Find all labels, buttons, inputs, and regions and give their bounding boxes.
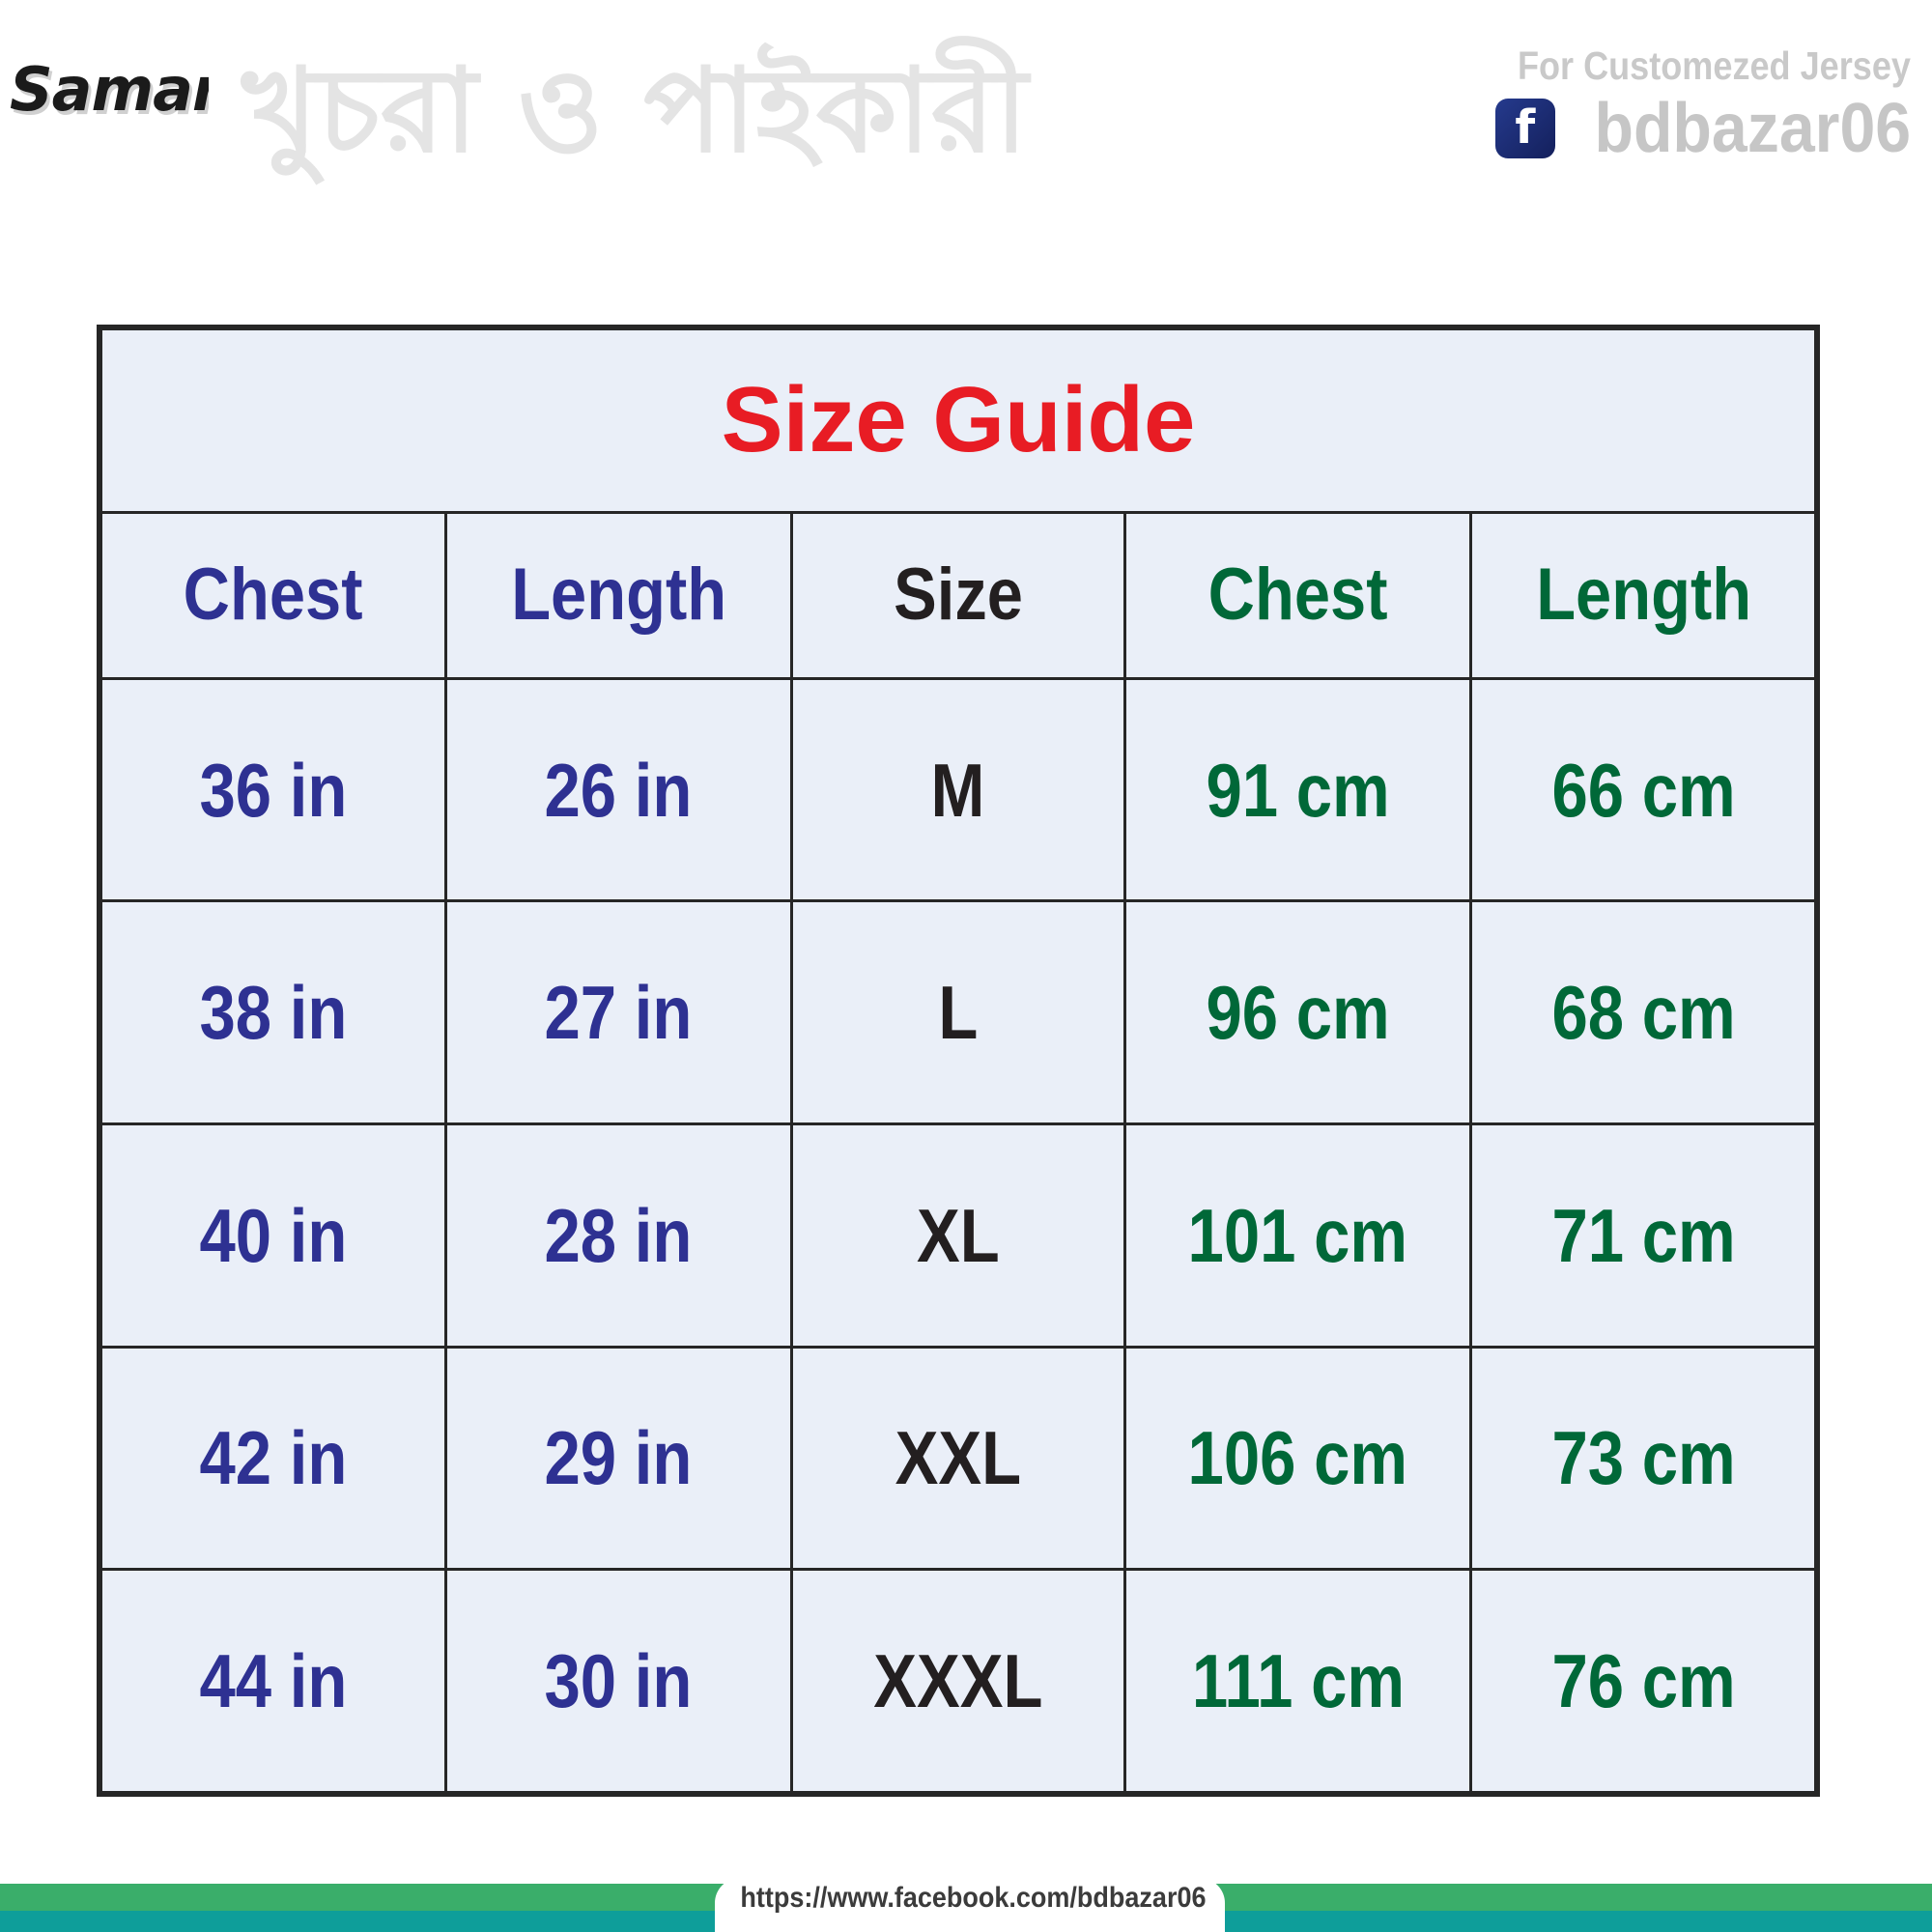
cell-value: 96 cm xyxy=(1206,970,1390,1056)
cell-value: 28 in xyxy=(544,1192,693,1278)
cell-value: 30 in xyxy=(544,1638,693,1724)
cell-length-cm: 68 cm xyxy=(1469,899,1819,1126)
cell-size: XL xyxy=(789,1122,1127,1349)
cell-value: XL xyxy=(917,1192,1000,1278)
cell-chest-cm: 91 cm xyxy=(1123,676,1473,903)
page-title: Size Guide xyxy=(721,368,1196,472)
cell-length-cm: 76 cm xyxy=(1469,1568,1819,1796)
facebook-handle[interactable]: bdbazar06 xyxy=(1594,90,1911,167)
cell-length-in: 30 in xyxy=(443,1568,793,1796)
cell-chest-in: 42 in xyxy=(98,1345,447,1572)
cell-length-in: 27 in xyxy=(443,899,793,1126)
cell-size: XXXL xyxy=(789,1568,1127,1796)
table-row: 42 in 29 in XXL 106 cm 73 cm xyxy=(98,1345,1819,1572)
cell-value: 71 cm xyxy=(1551,1192,1736,1278)
page-footer: https://www.facebook.com/bdbazar06 xyxy=(0,1870,1932,1932)
cell-chest-in: 36 in xyxy=(98,676,447,903)
cell-value: XXL xyxy=(895,1415,1022,1501)
cell-value: 27 in xyxy=(544,970,693,1056)
column-header-length-cm: Length xyxy=(1469,510,1819,680)
brand-logo: Samaro xyxy=(0,0,209,209)
page-header: Samaro খুচরা ও পাইকারী For Customezed Je… xyxy=(0,0,1932,242)
cell-chest-in: 38 in xyxy=(98,899,447,1126)
cell-length-in: 29 in xyxy=(443,1345,793,1572)
cell-length-cm: 73 cm xyxy=(1469,1345,1819,1572)
cell-length-cm: 71 cm xyxy=(1469,1122,1819,1349)
cell-length-cm: 66 cm xyxy=(1469,676,1819,903)
cell-value: 38 in xyxy=(199,970,348,1056)
cell-length-in: 28 in xyxy=(443,1122,793,1349)
facebook-handle-row[interactable]: bdbazar06 xyxy=(1293,94,1911,163)
table-row: 40 in 28 in XL 101 cm 71 cm xyxy=(98,1122,1819,1349)
table-title-cell: Size Guide xyxy=(99,327,1817,514)
cell-chest-in: 40 in xyxy=(98,1122,447,1349)
cell-value: 36 in xyxy=(199,747,348,833)
facebook-contact-block: For Customezed Jersey bdbazar06 xyxy=(1293,46,1911,163)
cell-value: 66 cm xyxy=(1551,747,1736,833)
cell-value: 29 in xyxy=(544,1415,693,1501)
facebook-tagline: For Customezed Jersey xyxy=(1517,43,1911,88)
cell-value: 73 cm xyxy=(1551,1415,1736,1501)
cell-chest-cm: 111 cm xyxy=(1123,1568,1473,1796)
column-header-label: Length xyxy=(1535,554,1751,637)
column-header-chest-cm: Chest xyxy=(1123,510,1473,680)
table-row: 44 in 30 in XXXL 111 cm 76 cm xyxy=(98,1568,1819,1796)
cell-size: L xyxy=(789,899,1127,1126)
brand-logo-text: Samaro xyxy=(10,54,209,125)
cell-value: 91 cm xyxy=(1206,747,1390,833)
cell-chest-cm: 96 cm xyxy=(1123,899,1473,1126)
cell-value: 76 cm xyxy=(1551,1638,1736,1724)
cell-value: 44 in xyxy=(199,1638,348,1724)
bangla-watermark-text: খুচরা ও পাইকারী xyxy=(242,43,1029,179)
table-row: 36 in 26 in M 91 cm 66 cm xyxy=(98,676,1819,903)
column-header-label: Chest xyxy=(1208,554,1388,637)
cell-chest-cm: 101 cm xyxy=(1123,1122,1473,1349)
column-header-label: Size xyxy=(894,554,1023,637)
cell-value: 42 in xyxy=(199,1415,348,1501)
cell-value: 101 cm xyxy=(1188,1192,1408,1278)
table-row: 38 in 27 in L 96 cm 68 cm xyxy=(98,899,1819,1126)
cell-length-in: 26 in xyxy=(443,676,793,903)
cell-chest-in: 44 in xyxy=(98,1568,447,1796)
cell-value: 26 in xyxy=(544,747,693,833)
table-title-row: Size Guide xyxy=(99,327,1817,514)
cell-value: 106 cm xyxy=(1188,1415,1408,1501)
cell-value: 111 cm xyxy=(1191,1638,1405,1724)
footer-url-notch xyxy=(715,1878,1225,1932)
column-header-size: Size xyxy=(789,510,1127,680)
table-header-row: Chest Length Size Chest Length xyxy=(98,510,1819,680)
column-header-label: Chest xyxy=(183,554,363,637)
size-table-body: Size Guide Chest Length Size Chest Lengt… xyxy=(98,327,1819,1796)
facebook-icon[interactable] xyxy=(1494,99,1555,158)
cell-size: M xyxy=(789,676,1127,903)
column-header-label: Length xyxy=(510,554,726,637)
cell-value: XXXL xyxy=(873,1638,1043,1724)
cell-value: 68 cm xyxy=(1551,970,1736,1056)
cell-value: M xyxy=(931,747,985,833)
facebook-page-url[interactable]: https://www.facebook.com/bdbazar06 xyxy=(740,1882,1207,1914)
cell-value: 40 in xyxy=(199,1192,348,1278)
column-header-length-in: Length xyxy=(443,510,793,680)
logo-swoosh-green-mask xyxy=(0,93,209,209)
cell-size: XXL xyxy=(789,1345,1127,1572)
size-guide-table: Size Guide Chest Length Size Chest Lengt… xyxy=(97,325,1820,1797)
cell-value: L xyxy=(938,970,979,1056)
cell-chest-cm: 106 cm xyxy=(1123,1345,1473,1572)
column-header-chest-in: Chest xyxy=(98,510,447,680)
